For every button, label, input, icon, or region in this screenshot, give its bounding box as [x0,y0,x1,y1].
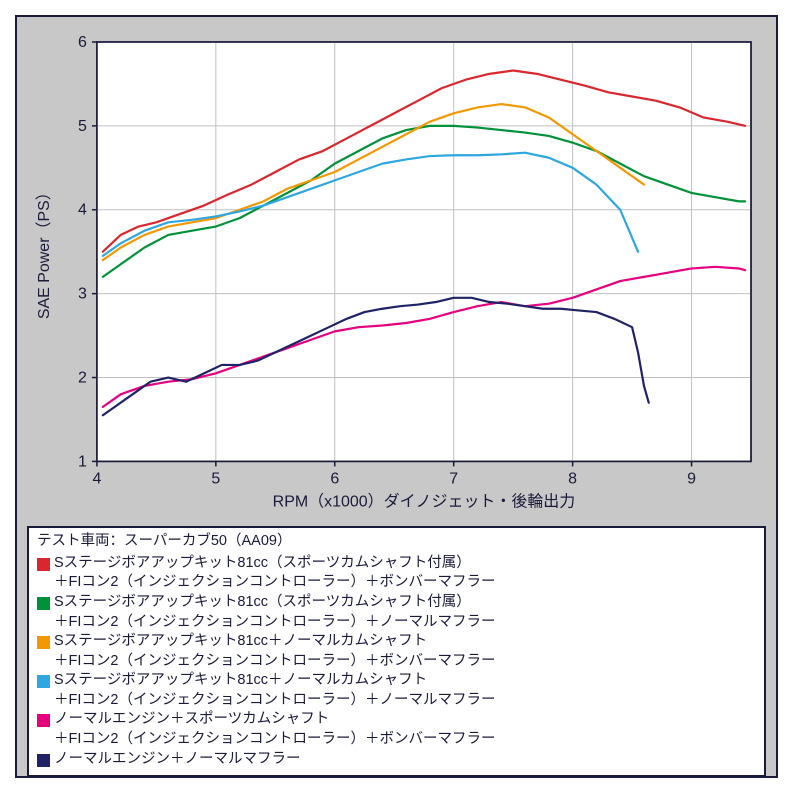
legend-swatch [37,754,50,767]
legend-text: Sステージボアアップキット81cc（スポーツカムシャフト付属） [54,554,756,574]
legend-text-cont: ＋FIコン2（インジェクションコントローラー）＋ボンバーマフラー [37,573,756,593]
legend-entry: Sステージボアアップキット81cc＋ノーマルカムシャフト [37,632,756,652]
xtick-label: 7 [449,470,458,487]
y-axis-label: SAE Power（PS） [35,184,53,319]
chart-frame: 1 2 3 4 5 6 4 5 6 7 8 9 RPM（x1000）ダイノジェット・後輪出力 SAE Po… [15,15,778,778]
ytick-label: 4 [78,202,87,219]
legend-text-cont: ＋FIコン2（インジェクションコントローラー）＋ノーマルマフラー [37,691,756,711]
legend-swatch [37,714,50,727]
ytick-label: 6 [78,34,87,51]
xtick-label: 8 [568,470,577,487]
ytick-label: 1 [78,453,87,470]
legend-swatch [37,558,50,571]
legend-text-cont: ＋FIコン2（インジェクションコントローラー）＋ボンバーマフラー [37,730,756,750]
legend-text: Sステージボアアップキット81cc＋ノーマルカムシャフト [54,671,756,691]
legend-entry: Sステージボアアップキット81cc（スポーツカムシャフト付属） [37,593,756,613]
legend-entry: ノーマルエンジン＋スポーツカムシャフト [37,710,756,730]
ytick-label: 3 [78,286,87,303]
legend-text-cont: ＋FIコン2（インジェクションコントローラー）＋ノーマルマフラー [37,613,756,633]
ytick-label: 5 [78,118,87,135]
legend-swatch [37,636,50,649]
legend-entry: ノーマルエンジン＋ノーマルマフラー [37,750,756,770]
legend-box: テスト車両：スーパーカブ50（AA09） Sステージボアアップキット81cc（ス… [27,526,766,777]
plot-section: 1 2 3 4 5 6 4 5 6 7 8 9 RPM（x1000）ダイノジェット・後輪出力 SAE Po… [27,27,766,516]
outer-frame: 1 2 3 4 5 6 4 5 6 7 8 9 RPM（x1000）ダイノジェット・後輪出力 SAE Po… [0,0,793,793]
legend-swatch [37,675,50,688]
legend-title: テスト車両：スーパーカブ50（AA09） [37,532,756,552]
xtick-label: 5 [211,470,220,487]
dyno-chart: 1 2 3 4 5 6 4 5 6 7 8 9 RPM（x1000）ダイノジェット・後輪出力 SAE Po… [27,27,766,516]
xtick-label: 4 [92,470,101,487]
legend-text: ノーマルエンジン＋ノーマルマフラー [54,750,756,770]
legend-text: ノーマルエンジン＋スポーツカムシャフト [54,710,756,730]
legend-text: Sステージボアアップキット81cc＋ノーマルカムシャフト [54,632,756,652]
legend-text: Sステージボアアップキット81cc（スポーツカムシャフト付属） [54,593,756,613]
legend-entry: Sステージボアアップキット81cc＋ノーマルカムシャフト [37,671,756,691]
legend-swatch [37,597,50,610]
xtick-label: 6 [330,470,339,487]
x-axis-label: RPM（x1000）ダイノジェット・後輪出力 [273,492,576,510]
xtick-label: 9 [687,470,696,487]
legend-entry: Sステージボアアップキット81cc（スポーツカムシャフト付属） [37,554,756,574]
legend-text-cont: ＋FIコン2（インジェクションコントローラー）＋ボンバーマフラー [37,652,756,672]
ytick-label: 2 [78,370,87,387]
plot-area [97,42,751,461]
